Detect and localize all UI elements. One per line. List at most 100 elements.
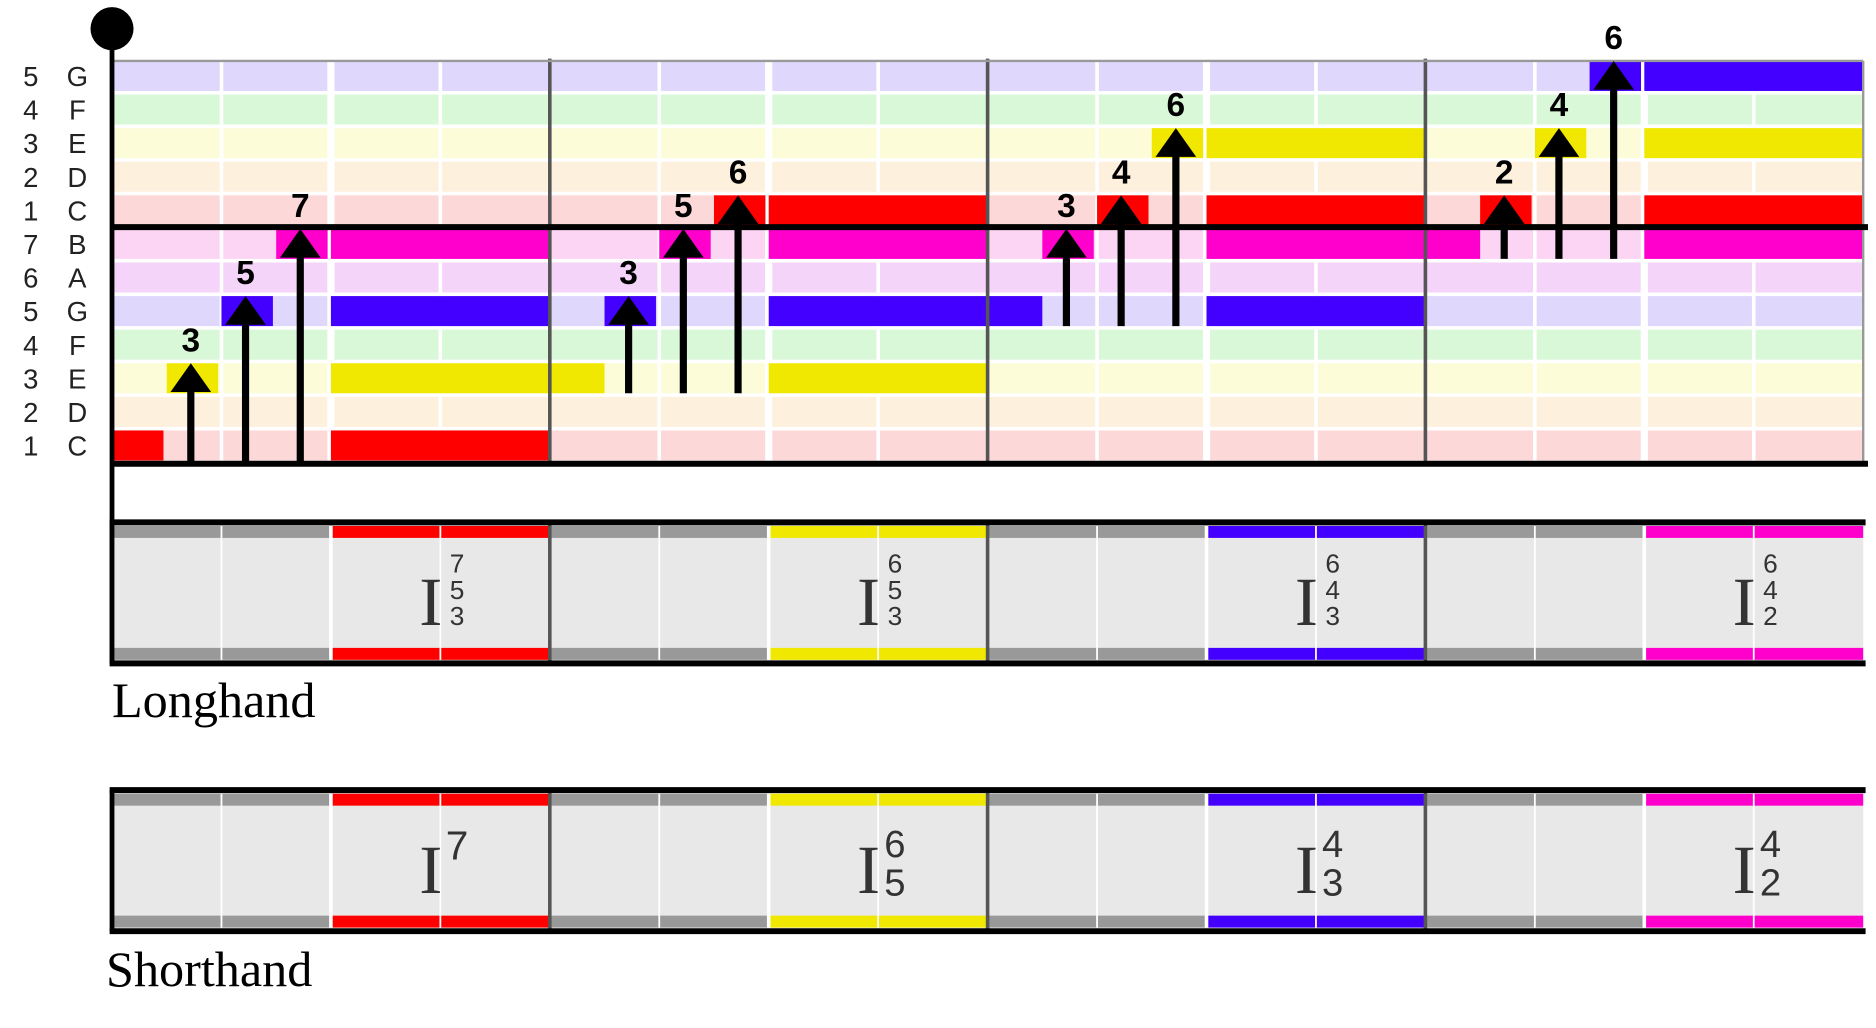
note-b — [1206, 228, 1481, 259]
row-letter-label: E — [68, 128, 86, 159]
figured-bass-number: 4 — [1760, 823, 1781, 866]
strip-top-band — [1315, 525, 1426, 538]
note-e — [768, 363, 988, 394]
chord-numeral: I — [857, 563, 880, 640]
strip-top-band — [878, 525, 988, 538]
beat-separator — [1533, 60, 1537, 465]
figured-bass-number: 5 — [888, 575, 903, 605]
strip-bottom-band — [330, 647, 441, 660]
figured-bass-number: 6 — [888, 549, 903, 579]
strip-top-band — [112, 793, 222, 806]
strip-top-band — [878, 793, 988, 806]
interval-label: 4 — [1112, 154, 1131, 191]
figured-bass-number: 3 — [1322, 861, 1343, 904]
strip-bottom-band — [1097, 915, 1207, 928]
strip-bottom-band — [112, 647, 222, 660]
figured-bass-number: 6 — [1763, 549, 1778, 579]
strip-top-band — [1425, 525, 1535, 538]
interval-label: 6 — [1604, 20, 1623, 57]
strip-bottom-band — [1315, 915, 1426, 928]
beat-separator — [219, 60, 224, 465]
strip-bottom-band — [1315, 647, 1426, 660]
figured-bass-number: 7 — [446, 822, 469, 868]
beat-separator — [657, 60, 662, 465]
note-c-high — [1644, 195, 1864, 226]
interval-label: 6 — [1167, 87, 1186, 124]
strip-bottom-band — [987, 647, 1098, 660]
interval-label: 3 — [1057, 188, 1076, 225]
figured-bass-number: 2 — [1763, 601, 1778, 631]
note-c — [112, 430, 164, 461]
row-letter-label: D — [67, 162, 87, 193]
strip-top-band — [221, 525, 331, 538]
strip-bottom-band — [768, 647, 879, 660]
figured-bass-number: 7 — [450, 549, 465, 579]
row-letter-label: F — [69, 95, 86, 126]
chord-numeral: I — [419, 831, 442, 908]
strip-bottom-band — [1534, 915, 1645, 928]
strip-top-band — [1753, 525, 1864, 538]
interval-label: 2 — [1495, 154, 1514, 191]
beat-separator — [438, 60, 443, 465]
arrow-head-icon — [1046, 228, 1087, 258]
row-degree-label: 4 — [23, 95, 38, 126]
strip-top-band — [768, 793, 879, 806]
strip-bottom-band — [878, 915, 988, 928]
strip-top-band — [330, 525, 441, 538]
strip-bottom-band — [1753, 915, 1864, 928]
shorthand-chord-strip: I 7 I 65 I 43 I 42 — [109, 787, 1866, 935]
strip-bottom-band — [1206, 915, 1316, 928]
interval-label: 3 — [619, 255, 638, 292]
row-letter-label: G — [67, 296, 88, 327]
row-letter-label: G — [67, 61, 88, 92]
row-letter-label: F — [69, 330, 86, 361]
note-g — [330, 296, 550, 327]
strip-bottom-band — [987, 915, 1098, 928]
figured-bass-number: 2 — [1760, 861, 1781, 904]
strip-top-band — [987, 525, 1098, 538]
row-degree-label: 7 — [23, 229, 38, 260]
figured-bass-number: 4 — [1763, 575, 1778, 605]
strip-top-band — [1534, 793, 1645, 806]
strip-top-band — [1097, 793, 1207, 806]
figured-bass-number: 5 — [450, 575, 465, 605]
strip-bottom-band — [659, 647, 769, 660]
interval-label: 3 — [182, 322, 201, 359]
arrow-head-icon — [1593, 60, 1634, 90]
row-letter-label: E — [68, 363, 86, 394]
note-e — [330, 363, 605, 394]
beat-separator — [765, 60, 773, 465]
row-letter-label: D — [67, 397, 87, 428]
strip-bottom-band — [440, 647, 550, 660]
interval-label: 7 — [291, 188, 310, 225]
row-letter-label: C — [67, 195, 87, 226]
row-degree-label: 5 — [23, 61, 38, 92]
beat-separator — [1640, 60, 1648, 465]
strip-top-band — [659, 525, 769, 538]
strip-bottom-band — [1644, 647, 1754, 660]
strip-bottom-band — [1097, 647, 1207, 660]
figured-bass-number: 5 — [884, 861, 905, 904]
arrow-head-icon — [717, 195, 759, 225]
shorthand-caption: Shorthand — [106, 941, 312, 997]
strip-top-band — [1644, 793, 1754, 806]
beat-separator — [1314, 60, 1318, 465]
row-degree-label: 4 — [23, 330, 38, 361]
arrow-head-icon — [225, 296, 266, 325]
chord-numeral: I — [857, 831, 880, 908]
playhead-dot-icon — [90, 7, 134, 51]
note-g-high — [1644, 60, 1864, 91]
longhand-caption: Longhand — [112, 672, 316, 728]
strip-top-band — [1534, 525, 1645, 538]
arrow-head-icon — [663, 228, 704, 258]
figured-bass-number: 6 — [1325, 549, 1340, 579]
strip-top-band — [221, 793, 331, 806]
figured-bass-number: 3 — [888, 601, 903, 631]
strip-bottom-band — [1644, 915, 1754, 928]
arrow-head-icon — [1155, 128, 1197, 157]
strip-bottom-band — [1534, 647, 1645, 660]
arrow-head-icon — [279, 228, 321, 258]
beat-separator — [1202, 60, 1211, 465]
